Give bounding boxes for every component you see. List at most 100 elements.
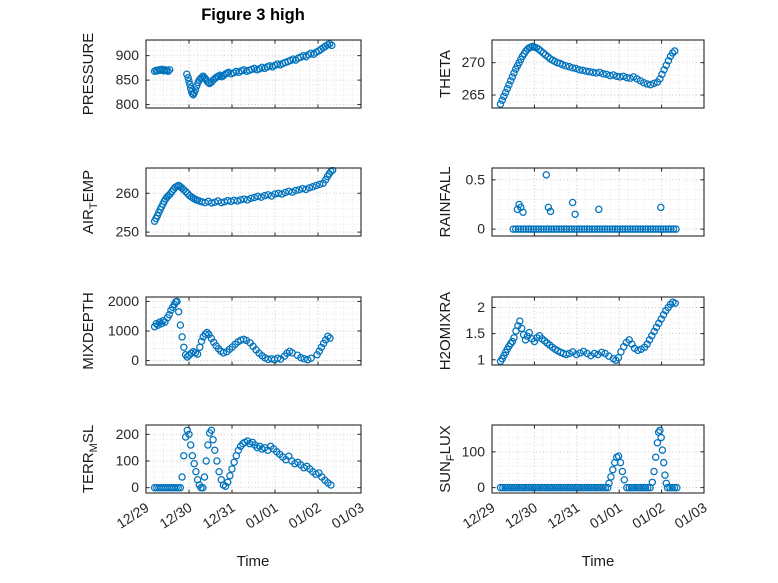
- subplot-terr-msl: [145, 424, 362, 494]
- y-tick-label: 0: [477, 479, 485, 495]
- data-marker: [216, 71, 224, 79]
- data-marker: [609, 71, 618, 79]
- data-marker: [651, 225, 660, 233]
- data-marker: [588, 225, 596, 233]
- data-marker: [645, 336, 654, 344]
- data-marker: [585, 67, 594, 76]
- data-marker: [522, 225, 530, 233]
- data-marker: [661, 471, 669, 479]
- data-marker: [228, 465, 236, 473]
- data-marker: [657, 315, 665, 323]
- x-tick-label: 12/31: [200, 499, 238, 532]
- data-marker: [558, 60, 567, 69]
- terr-msl-points: [150, 426, 335, 492]
- data-marker: [621, 225, 629, 233]
- subplot-rainfall: [491, 167, 705, 237]
- y-tick-label: 2000: [108, 293, 139, 309]
- mixdepth-points: [150, 297, 334, 364]
- data-marker: [568, 198, 577, 207]
- data-marker: [634, 483, 643, 492]
- data-marker: [305, 184, 314, 192]
- data-marker: [626, 225, 634, 233]
- data-marker: [653, 439, 662, 447]
- data-marker: [582, 67, 590, 75]
- data-marker: [672, 225, 680, 233]
- data-marker: [614, 452, 623, 460]
- subplot-pressure: [145, 39, 362, 109]
- data-marker: [519, 225, 528, 233]
- data-marker: [566, 483, 575, 492]
- data-marker: [623, 225, 632, 233]
- data-marker: [178, 473, 186, 481]
- data-marker: [559, 483, 568, 492]
- data-marker: [618, 225, 627, 233]
- pressure-points: [150, 40, 336, 99]
- ylabel-terr-msl-text: TERR: [80, 452, 97, 494]
- data-marker: [595, 205, 603, 214]
- data-marker: [579, 347, 588, 356]
- data-marker: [203, 328, 211, 337]
- ylabel-theta-text: THETA: [437, 49, 454, 99]
- ylabel-air-temp-post: EMP: [80, 169, 97, 203]
- x-tick-label: 12/31: [544, 499, 582, 532]
- data-marker: [649, 225, 657, 233]
- y-tick-label: 100: [116, 453, 140, 469]
- data-marker: [572, 350, 581, 359]
- data-marker: [590, 225, 599, 233]
- data-marker: [514, 225, 523, 233]
- y-tick-label: 1: [477, 351, 485, 367]
- data-marker: [542, 225, 551, 233]
- ylabel-terr-msl: TERRMSL: [78, 379, 100, 539]
- data-marker: [580, 225, 589, 233]
- data-marker: [215, 467, 223, 476]
- data-marker: [637, 483, 645, 492]
- data-marker: [606, 71, 614, 80]
- data-marker: [536, 483, 544, 492]
- data-marker: [604, 483, 612, 492]
- data-marker: [506, 483, 514, 492]
- data-marker: [202, 457, 210, 465]
- data-marker: [505, 80, 513, 89]
- data-marker: [616, 225, 624, 233]
- data-marker: [545, 483, 554, 492]
- subplot-air-temp: [145, 167, 362, 237]
- data-marker: [172, 483, 180, 492]
- data-marker: [315, 347, 324, 355]
- data-marker: [658, 70, 666, 79]
- data-marker: [562, 62, 570, 70]
- data-marker: [527, 225, 535, 233]
- data-marker: [312, 181, 321, 190]
- data-marker: [506, 339, 515, 348]
- ylabel-sun-flux-sub: F: [445, 454, 457, 462]
- data-marker: [532, 225, 540, 233]
- data-marker: [274, 189, 283, 198]
- data-marker: [525, 328, 534, 337]
- y-tick-label: 250: [116, 224, 140, 240]
- data-marker: [513, 483, 521, 492]
- data-marker: [503, 84, 512, 93]
- data-marker: [583, 483, 591, 492]
- y-tick-label: 1000: [108, 323, 139, 339]
- data-marker: [180, 451, 188, 460]
- data-marker: [550, 225, 558, 233]
- data-marker: [257, 193, 265, 201]
- data-marker: [606, 225, 614, 233]
- data-marker: [207, 426, 216, 435]
- data-marker: [180, 343, 188, 352]
- data-marker: [285, 187, 293, 196]
- data-marker: [643, 80, 651, 88]
- data-marker: [510, 334, 518, 342]
- data-marker: [515, 483, 523, 492]
- data-marker: [510, 69, 518, 77]
- data-marker: [552, 483, 561, 492]
- data-marker: [658, 446, 667, 454]
- y-tick-label: 900: [116, 47, 140, 63]
- data-marker: [576, 349, 584, 357]
- data-marker: [663, 483, 672, 492]
- data-marker: [213, 457, 221, 465]
- data-marker: [664, 225, 673, 233]
- y-tick-label: 265: [462, 87, 486, 103]
- data-marker: [185, 430, 193, 439]
